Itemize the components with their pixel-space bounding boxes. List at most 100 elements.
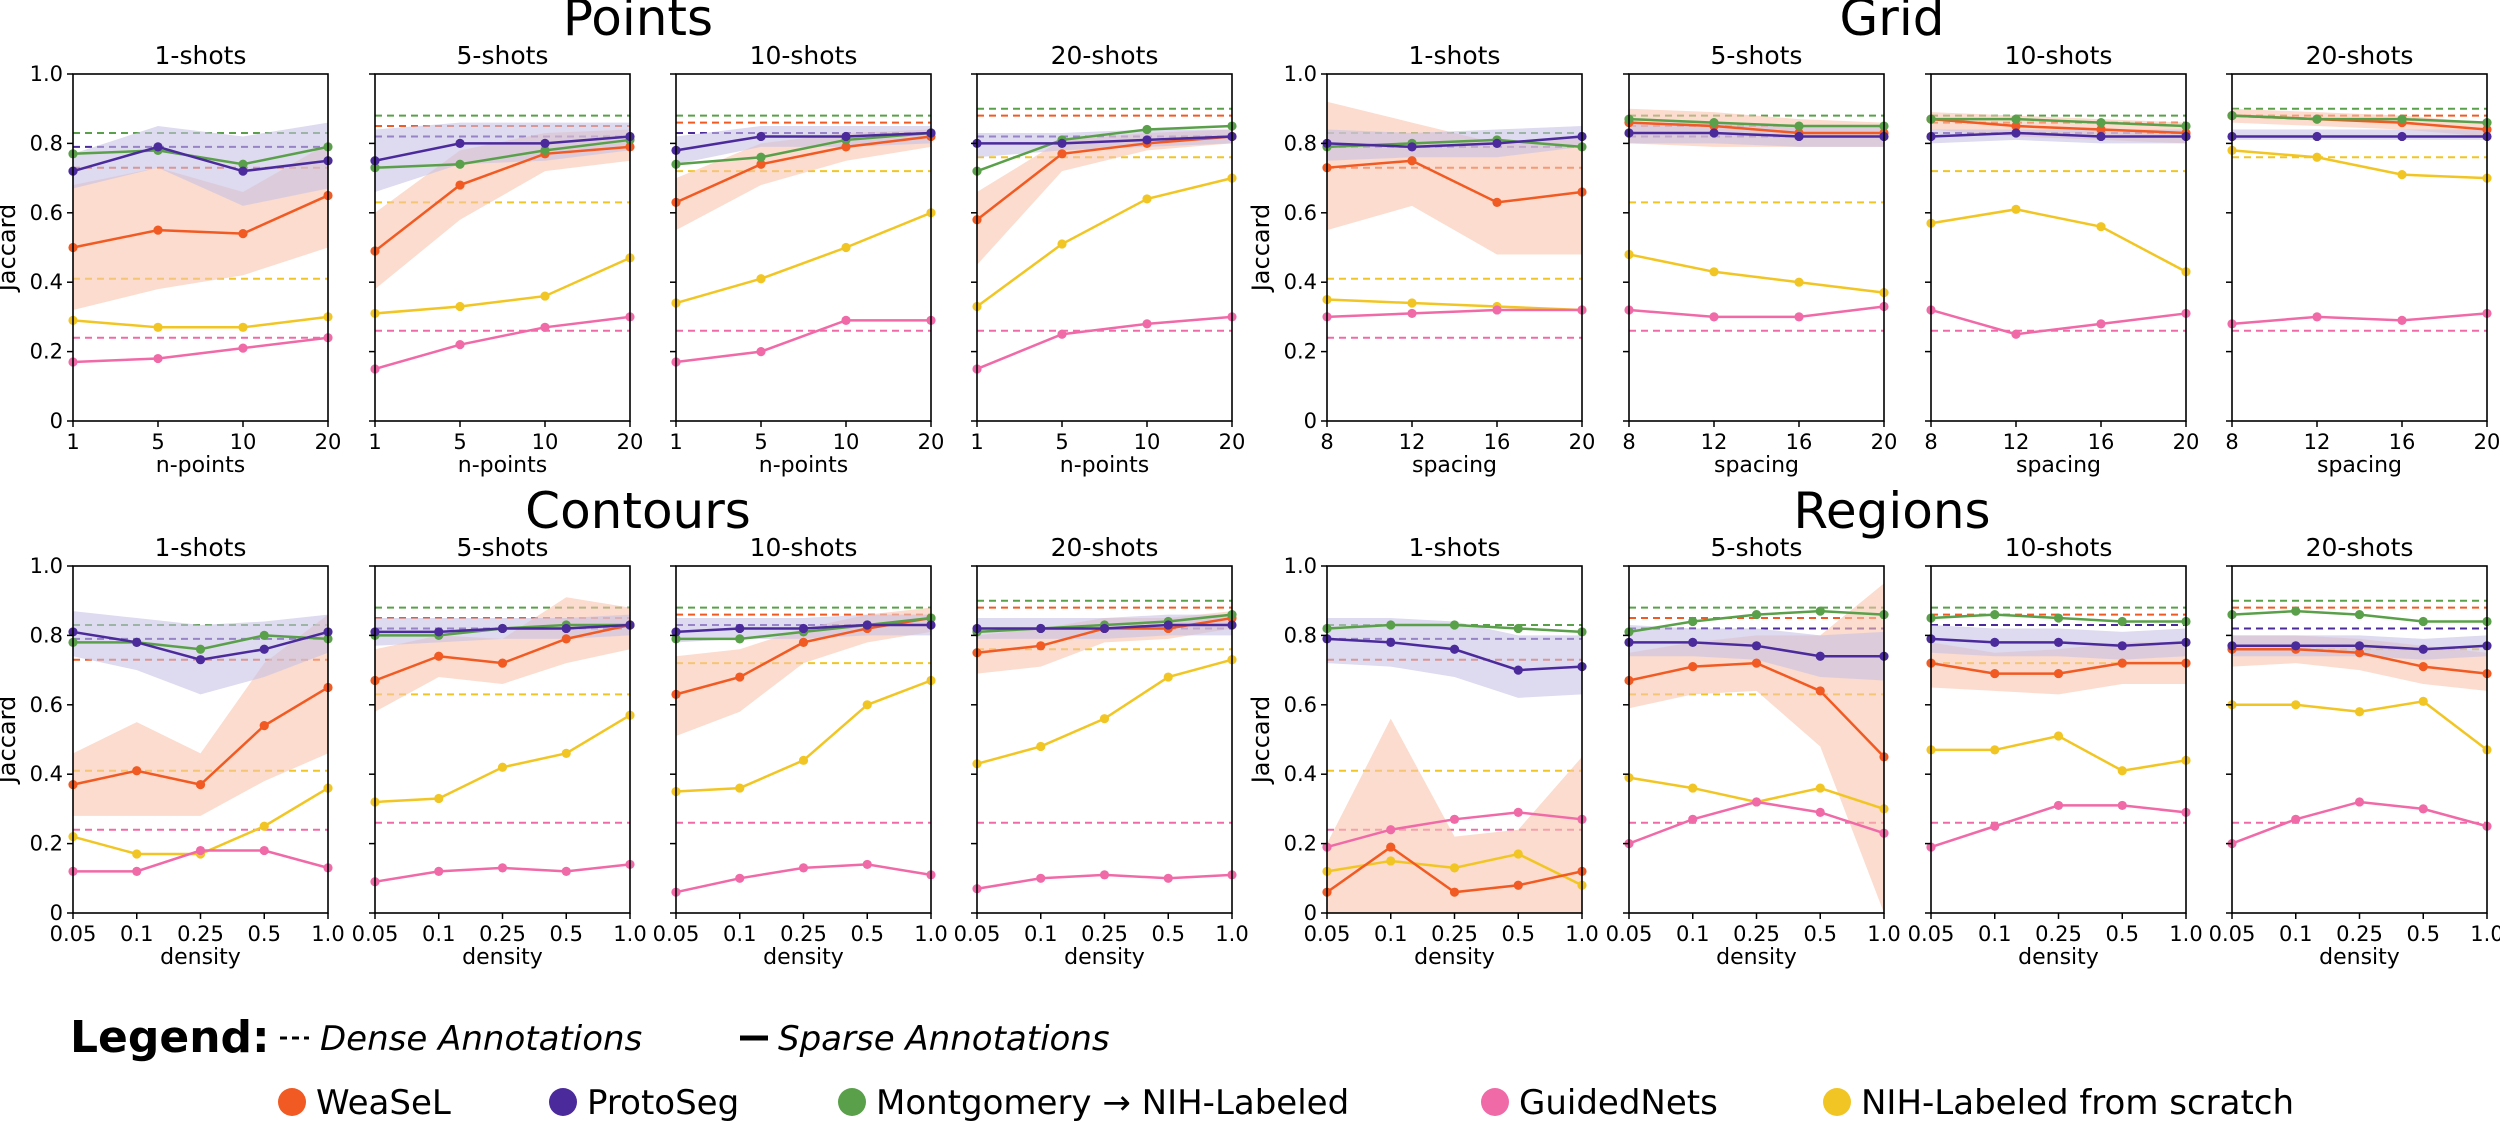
series-line: [374, 135, 631, 162]
x-axis-label: spacing: [2317, 453, 2402, 478]
legend-dense-label: Dense Annotations: [320, 1019, 642, 1059]
data-point: [2011, 128, 2021, 138]
data-point: [2096, 222, 2106, 232]
data-point: [195, 644, 206, 654]
data-point: [1815, 807, 1825, 817]
data-point: [1794, 131, 1804, 142]
data-point: [2053, 800, 2064, 811]
chart-panel: 1-shots 0 0.2 0.4 0.6 0.8 1.0 Jaccard 0.05 0.1 0.2…: [0, 533, 345, 970]
x-tick-label: 20: [2173, 430, 2200, 454]
y-tick-label: 0.8: [1284, 131, 1317, 155]
x-tick-label: 1: [66, 430, 79, 454]
x-tick-label: 0.5: [2407, 922, 2440, 946]
chart-panel: 20-shots 1 5 10 20 n-points: [970, 41, 1245, 478]
x-tick-label: 0.05: [2209, 922, 2256, 946]
data-point: [1688, 637, 1698, 647]
x-tick-label: 20: [315, 430, 342, 454]
x-tick-label: 5: [453, 430, 466, 454]
y-tick-label: 1.0: [30, 62, 63, 86]
data-point: [2291, 700, 2301, 710]
x-axis-label: spacing: [2016, 453, 2101, 478]
series-line: [976, 176, 1233, 308]
data-point: [1815, 686, 1825, 696]
x-tick-label: 5: [1055, 430, 1068, 454]
series-line: [1930, 208, 2187, 273]
panel-title: 10-shots: [2005, 533, 2113, 562]
data-point: [1688, 662, 1698, 672]
data-point: [1751, 641, 1762, 651]
x-tick-label: 0.5: [1804, 922, 1837, 946]
series-line: [374, 138, 631, 169]
data-point: [1163, 672, 1173, 682]
data-point: [455, 180, 465, 190]
chart-panel: 1-shots 0 0.2 0.4 0.6 0.8 1.0 Jaccard 8 12 16 20 spa…: [1247, 41, 1595, 478]
x-tick-label: 0.5: [248, 922, 281, 946]
data-point: [2096, 131, 2106, 142]
data-point: [1815, 606, 1825, 616]
data-point: [2096, 319, 2106, 329]
data-point: [2053, 613, 2064, 623]
data-point: [195, 655, 206, 665]
x-tick-label: 20: [1871, 430, 1898, 454]
data-point: [2418, 616, 2428, 627]
data-point: [756, 274, 766, 284]
data-point: [1036, 623, 1046, 634]
group-title-grid: Grid: [1840, 0, 1945, 47]
data-point: [1142, 124, 1152, 135]
data-point: [798, 637, 809, 647]
legend-title: Legend:: [70, 1012, 270, 1063]
data-point: [153, 142, 163, 152]
data-point: [132, 849, 142, 859]
x-tick-label: 0.1: [1676, 922, 1709, 946]
data-point: [2011, 204, 2021, 214]
data-point: [756, 131, 766, 142]
chart-panel: 20-shots 8 12 16 20 spacing: [2225, 41, 2500, 478]
data-point: [1449, 620, 1460, 630]
y-tick-label: 0.2: [1284, 832, 1317, 856]
y-tick-label: 0.8: [1284, 623, 1317, 647]
data-point: [841, 315, 851, 325]
x-axis-label: density: [1064, 945, 1145, 970]
data-point: [1492, 197, 1502, 207]
data-point: [434, 651, 444, 661]
series-line: [374, 256, 631, 315]
data-point: [1513, 623, 1523, 634]
data-point: [259, 644, 269, 654]
y-tick-label: 1.0: [30, 554, 63, 578]
x-tick-label: 1: [970, 430, 983, 454]
data-point: [798, 863, 809, 873]
x-axis-label: spacing: [1714, 453, 1799, 478]
data-point: [2354, 707, 2365, 717]
y-axis-label: Jaccard: [0, 696, 21, 786]
x-axis-label: density: [2018, 945, 2099, 970]
data-point: [2291, 606, 2301, 616]
legend-method-label: NIH-Labeled from scratch: [1861, 1083, 2294, 1123]
panel-title: 1-shots: [1409, 41, 1501, 70]
panel-title: 10-shots: [750, 41, 858, 70]
group-title-points: Points: [563, 0, 713, 47]
plot-frame: [72, 73, 329, 422]
data-point: [497, 623, 508, 634]
x-tick-label: 1: [669, 430, 682, 454]
data-point: [1099, 623, 1110, 634]
data-point: [1057, 138, 1067, 148]
data-point: [455, 301, 465, 312]
series-line: [72, 145, 329, 173]
chart-panel: 5-shots 0.05 0.1 0.25 0.5 1.0 density: [1606, 533, 1901, 970]
legend-methods: WeaSeL ProtoSeg Montgomery → NIH-Labeled Gu…: [278, 1083, 2294, 1123]
panel-title: 10-shots: [750, 533, 858, 562]
series-line: [1931, 734, 2187, 773]
x-tick-label: 16: [2389, 430, 2416, 454]
chart-panel: 5-shots 1 5 10 20 n-points: [368, 41, 643, 478]
series-line: [675, 135, 932, 204]
y-tick-label: 0.8: [30, 131, 63, 155]
data-point: [1142, 319, 1152, 329]
data-point: [2117, 800, 2127, 811]
y-tick-label: 1.0: [1284, 554, 1317, 578]
legend-marker-icon: [549, 1088, 577, 1116]
legend-marker-icon: [1823, 1088, 1851, 1116]
x-tick-label: 8: [1320, 430, 1333, 454]
x-tick-label: 5: [151, 430, 164, 454]
x-tick-label: 1.0: [2169, 922, 2202, 946]
data-point: [2397, 315, 2407, 325]
